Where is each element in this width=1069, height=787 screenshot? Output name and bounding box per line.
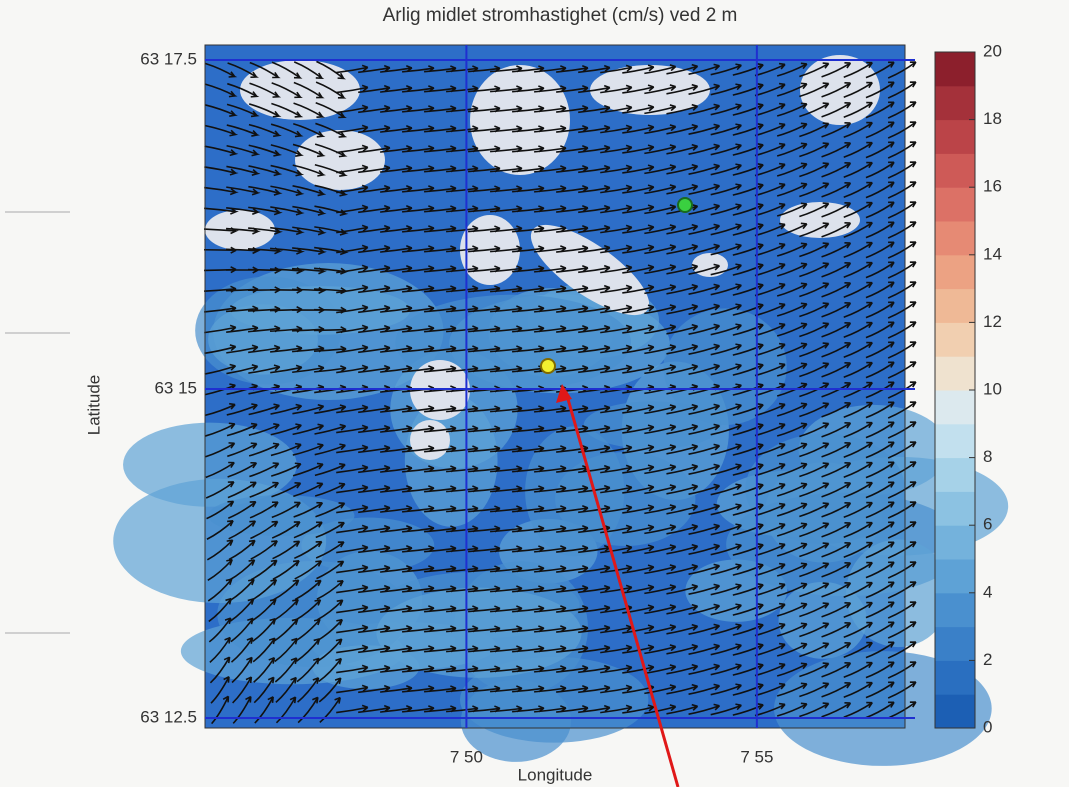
colorbar-tick-label: 2 — [983, 650, 992, 669]
screen-photo: Arlig midlet stromhastighet (cm/s) ved 2… — [0, 0, 1069, 787]
colorbar-tick-label: 10 — [983, 379, 1002, 398]
land — [295, 130, 385, 190]
colorbar-segment — [935, 322, 975, 356]
y-tick-label: 63 12.5 — [140, 707, 197, 726]
y-tick-label: 63 15 — [154, 378, 197, 397]
y-axis-label: Latitude — [84, 375, 103, 436]
x-tick-label: 7 55 — [740, 747, 773, 766]
y-tick-label: 63 17.5 — [140, 49, 197, 68]
site-marker — [678, 198, 692, 212]
colorbar-segment — [935, 491, 975, 525]
colorbar-segment — [935, 187, 975, 221]
land — [470, 65, 570, 175]
colorbar-segment — [935, 153, 975, 187]
chart-title: Arlig midlet stromhastighet (cm/s) ved 2… — [383, 5, 738, 26]
colorbar-segment — [935, 356, 975, 390]
colorbar-tick-label: 14 — [983, 244, 1002, 263]
colorbar-segment — [935, 660, 975, 694]
colorbar-segment — [935, 525, 975, 559]
x-tick-label: 7 50 — [450, 747, 483, 766]
land — [692, 253, 728, 277]
colorbar-tick-label: 16 — [983, 177, 1002, 196]
colorbar-segment — [935, 289, 975, 323]
colorbar-segment — [935, 120, 975, 154]
speed-patch — [208, 304, 318, 374]
colorbar-segment — [935, 627, 975, 661]
colorbar-segment — [935, 86, 975, 120]
colorbar-tick-label: 0 — [983, 717, 992, 736]
colorbar-tick-label: 8 — [983, 447, 992, 466]
colorbar-tick-label: 18 — [983, 109, 1002, 128]
colorbar-segment — [935, 52, 975, 86]
colorbar-tick-label: 12 — [983, 312, 1002, 331]
land — [240, 60, 360, 120]
colorbar-tick-label: 4 — [983, 582, 992, 601]
colorbar-segment — [935, 694, 975, 728]
colorbar-segment — [935, 559, 975, 593]
x-axis-label: Longitude — [518, 765, 593, 784]
colorbar-segment — [935, 458, 975, 492]
colorbar-tick-label: 6 — [983, 515, 992, 534]
colorbar-segment — [935, 255, 975, 289]
site-marker — [541, 359, 555, 373]
colorbar-tick-label: 20 — [983, 41, 1002, 60]
map-area — [113, 45, 1008, 766]
colorbar-segment — [935, 390, 975, 424]
colorbar-segment — [935, 593, 975, 627]
colorbar-segment — [935, 221, 975, 255]
colorbar-segment — [935, 424, 975, 458]
speed-patch — [376, 588, 581, 678]
